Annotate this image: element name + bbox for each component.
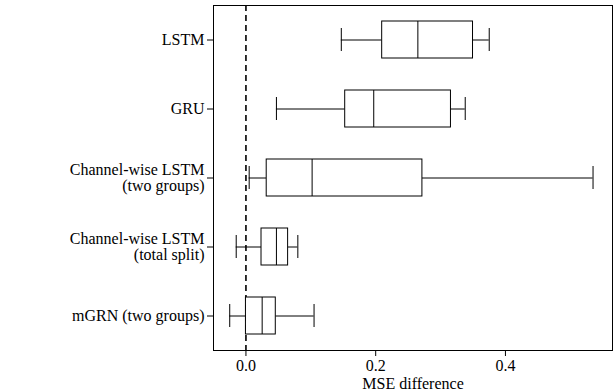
svg-text:LSTM: LSTM [162, 31, 205, 48]
svg-text:0.4: 0.4 [495, 357, 515, 374]
svg-text:MSE difference: MSE difference [362, 375, 463, 392]
svg-text:GRU: GRU [171, 100, 205, 117]
svg-text:Channel-wise LSTM(two groups): Channel-wise LSTM(two groups) [70, 161, 205, 195]
svg-text:0.0: 0.0 [236, 357, 256, 374]
svg-text:0.2: 0.2 [366, 357, 386, 374]
svg-text:Channel-wise LSTM(total split): Channel-wise LSTM(total split) [70, 230, 205, 264]
svg-text:mGRN (two groups): mGRN (two groups) [72, 307, 204, 325]
